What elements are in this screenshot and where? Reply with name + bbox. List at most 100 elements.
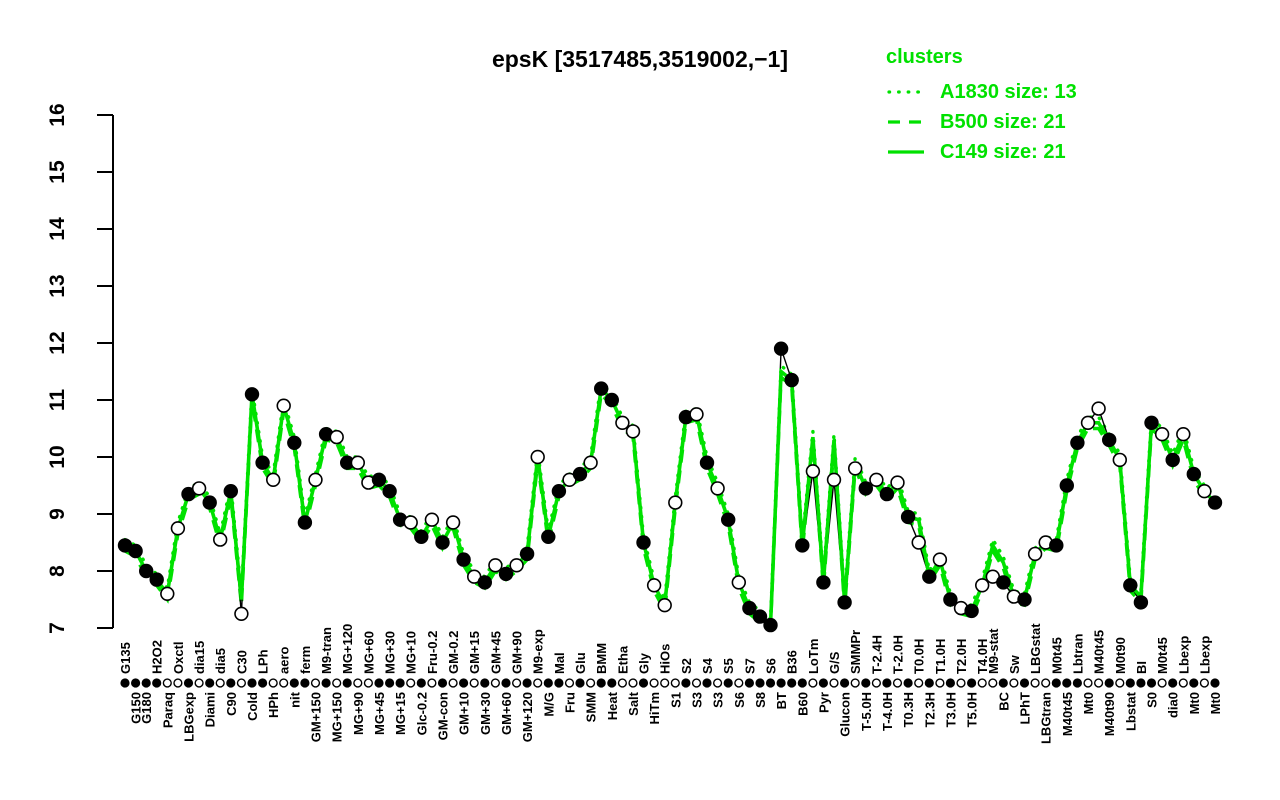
x-axis-label: ferm [298,646,313,674]
legend-item-label: C149 size: 21 [940,140,1066,163]
data-point-filled [773,341,789,356]
data-point-open [911,535,926,550]
x-axis-condition-marker [279,678,289,688]
x-axis-condition-marker [903,678,913,688]
x-axis-condition-marker [120,678,130,688]
x-axis-label: Glucon [838,692,853,737]
data-point-filled [720,512,736,527]
x-axis-label: MG+90 [351,692,366,735]
x-axis-condition-marker [1199,678,1210,688]
data-point-open [276,398,291,413]
x-axis-condition-marker [575,678,585,688]
x-axis-condition-marker [543,678,553,688]
x-axis-label: LPh [256,649,271,674]
x-axis-condition-marker [988,678,998,688]
dashed-line-sample-icon [888,120,924,124]
x-axis-condition-marker [628,678,638,688]
legend: clusters A1830 size: 13 B500 size: 21 C1… [886,46,1077,167]
x-axis-label: M40t45 [1092,630,1107,674]
x-axis-condition-marker [712,678,723,688]
x-axis-label: S0 [1145,692,1160,708]
x-axis-label: T2.3H [922,692,937,727]
x-axis-label: LoTm [806,639,821,674]
x-axis-condition-marker [374,678,384,688]
x-axis-condition-marker [1009,678,1019,688]
x-axis-condition-marker [289,678,299,688]
data-point-filled [1186,466,1202,482]
data-point-filled [371,472,387,487]
data-point-filled [414,529,429,544]
x-axis-label: Glc-0.2 [414,692,429,735]
x-axis-label: BC [996,691,1011,710]
legend-item-label: B500 size: 21 [940,110,1066,133]
data-point-filled [572,466,588,482]
x-axis-label: BMM [594,643,609,674]
x-axis-label: T-4.0H [880,692,895,731]
x-axis-condition-marker [966,678,977,688]
x-axis-condition-marker [744,678,755,688]
x-axis-condition-marker [205,678,215,688]
data-point-filled [752,609,768,624]
x-axis-condition-marker [385,678,395,688]
x-axis-label: M9-tran [319,627,334,674]
data-point-filled [795,538,810,553]
x-axis-condition-marker [776,678,786,688]
data-point-open [191,481,207,496]
x-axis-condition-marker [871,678,882,688]
x-axis-label: HPh [266,692,281,718]
x-axis-condition-marker [406,678,416,688]
data-point-filled [816,575,831,590]
x-axis-condition-marker [1093,678,1104,688]
data-point-filled [1123,578,1138,593]
data-point-open [160,586,175,601]
x-axis-label: S3 [689,692,704,708]
x-axis-condition-marker [914,678,924,688]
x-axis-label: T-2.0H [891,635,906,674]
x-axis-condition-marker [1062,678,1072,688]
plot-title: epsK [3517485,3519002,−1] [491,46,789,72]
x-axis-label: M9-stat [986,628,1001,674]
x-axis-label: GM+60 [499,692,514,735]
x-axis-label: Oxctl [171,641,186,674]
data-point-filled [519,546,535,562]
x-axis-condition-marker [554,678,564,688]
x-axis-label: GM+120 [520,692,535,742]
data-point-filled [996,575,1011,590]
x-axis-condition-marker [1146,678,1157,688]
data-point-filled [1017,592,1032,607]
data-point-open [509,558,524,573]
x-axis-label: M9-exp [531,629,546,674]
solid-line-sample-icon [888,150,924,154]
x-axis-label: Lbtran [1070,634,1085,675]
x-axis-label: MG+10 [404,631,419,674]
data-point-open [1080,415,1096,430]
x-axis-label: LBGtran [1039,692,1054,744]
data-point-open [1027,546,1043,562]
data-point-open [932,552,948,567]
data-point-open [234,606,249,621]
data-point-filled [699,455,715,470]
x-axis-condition-marker [1157,678,1167,688]
x-axis-label: LBGexp [181,692,196,742]
data-point-filled [943,592,958,607]
x-axis-condition-marker [755,678,765,688]
data-point-open [668,495,683,510]
x-axis-label: S7 [742,658,757,674]
data-point-open [170,521,186,536]
data-point-open [350,455,365,470]
data-point-filled [223,484,239,499]
y-axis-label: 9 [46,508,69,520]
data-point-open [424,512,440,527]
x-axis-condition-marker [1019,678,1030,688]
x-axis-label: B36 [785,650,800,674]
data-point-open [1197,484,1212,499]
x-axis-label: dia5 [213,648,228,674]
x-axis-label: T4.0H [975,639,990,674]
x-axis-condition-marker [638,678,649,688]
data-point-filled [551,484,567,499]
x-axis-condition-marker [1041,678,1051,688]
data-point-open [1176,427,1191,442]
data-point-filled [922,569,937,584]
x-axis-label: Paraq [160,692,175,728]
data-point-open [329,429,344,445]
